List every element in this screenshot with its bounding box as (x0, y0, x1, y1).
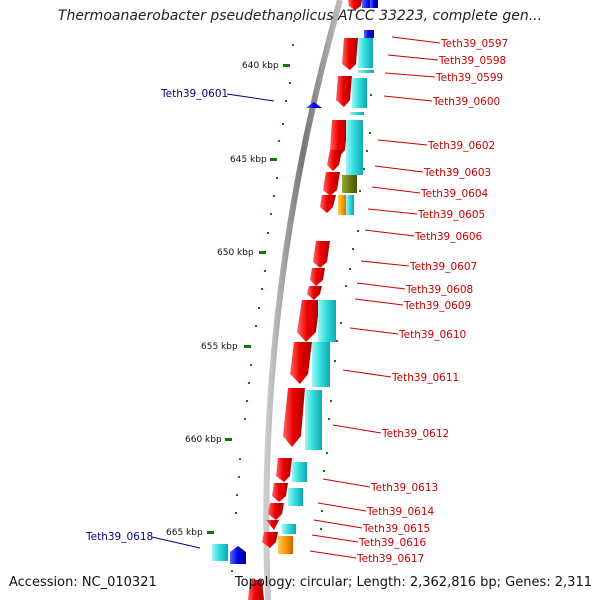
gene-label[interactable]: Teth39_0599 (435, 72, 503, 84)
gene-label[interactable]: Teth39_0604 (420, 188, 489, 200)
backbone (263, 0, 343, 600)
feature-0597[interactable] (348, 0, 362, 10)
feature-0604[interactable] (323, 172, 340, 196)
gene-label[interactable]: Teth39_0606 (414, 231, 483, 243)
band-0605 (338, 195, 347, 215)
feature-0614[interactable] (272, 483, 288, 502)
feature-0598[interactable] (342, 38, 358, 70)
tick-mark-655 (244, 345, 251, 348)
forward-strand-features (230, 0, 378, 564)
gene-label[interactable]: Teth39_0615 (362, 523, 430, 535)
tick-label-665: 665 kbp (166, 528, 203, 538)
feature-0612[interactable] (283, 388, 305, 447)
feature-0611[interactable] (290, 342, 312, 384)
feature-0615[interactable] (266, 520, 279, 530)
feature-0609[interactable] (307, 286, 322, 300)
gene-label[interactable]: Teth39_0617 (356, 553, 424, 565)
gene-label[interactable]: Teth39_0614 (366, 506, 435, 518)
tick-label-660: 660 kbp (185, 435, 222, 445)
tick-label-650: 650 kbp (217, 248, 254, 258)
tick-mark-645 (270, 158, 277, 161)
band-0602 (346, 120, 363, 175)
gene-label[interactable]: Teth39_0607 (409, 261, 477, 273)
band-0616 (278, 536, 293, 554)
gene-labels: Teth39_0597 Teth39_0598 Teth39_0599 Teth… (85, 38, 508, 565)
band-0605-cyan (346, 195, 354, 215)
tick-mark-640 (283, 64, 290, 67)
thin-features (350, 70, 374, 115)
gene-label[interactable]: Teth39_0611 (391, 372, 459, 384)
gene-label[interactable]: Teth39_0602 (427, 140, 495, 152)
tick-mark-665 (207, 531, 214, 534)
band-0613 (292, 462, 307, 482)
topology-summary: Topology: circular; Length: 2,362,816 bp… (234, 575, 592, 590)
gene-label[interactable]: Teth39_0601 (160, 88, 228, 100)
feature-0610[interactable] (297, 300, 320, 342)
feature-0616[interactable] (262, 532, 278, 548)
map-title: Thermoanaerobacter pseudethanolicus ATCC… (57, 8, 543, 24)
band-0611 (312, 342, 330, 387)
band-0615 (282, 524, 296, 534)
band-0614 (288, 488, 303, 506)
feature-0608[interactable] (310, 268, 325, 286)
accession-text: Accession: NC_010321 (9, 575, 157, 590)
gene-label[interactable]: Teth39_0612 (381, 428, 449, 440)
feature-0600[interactable] (336, 76, 352, 107)
feature-bottom[interactable] (248, 580, 264, 600)
band-0600 (352, 78, 367, 108)
cog-features (212, 0, 376, 561)
feature-0603[interactable] (327, 150, 342, 171)
gene-label[interactable]: Teth39_0605 (417, 209, 485, 221)
gene-label[interactable]: Teth39_0613 (370, 482, 438, 494)
gene-label[interactable]: Teth39_0608 (405, 284, 473, 296)
feature-0618[interactable] (230, 546, 246, 564)
tick-labels: 640 kbp 645 kbp 650 kbp 655 kbp 660 kbp … (166, 61, 279, 538)
gene-label[interactable]: Teth39_0603 (423, 167, 491, 179)
gene-label[interactable]: Teth39_0618 (85, 531, 153, 543)
gene-label[interactable]: Teth39_0597 (440, 38, 508, 50)
feature-0613[interactable] (276, 458, 292, 482)
feature-0601[interactable] (306, 102, 322, 108)
tick-label-640: 640 kbp (242, 61, 279, 71)
tick-dots (231, 20, 374, 572)
band-0612 (305, 390, 322, 450)
band-0618 (212, 544, 228, 561)
gene-label[interactable]: Teth39_0616 (358, 537, 427, 549)
gene-label[interactable]: Teth39_0600 (432, 96, 500, 108)
gene-label[interactable]: Teth39_0598 (438, 55, 506, 67)
tick-label-655: 655 kbp (201, 342, 238, 352)
major-ticks (207, 64, 290, 534)
band-0610 (318, 300, 336, 342)
tick-mark-660 (225, 438, 232, 441)
feature-0602[interactable] (330, 120, 348, 158)
feature-0607[interactable] (313, 241, 330, 268)
feature-0597-blue[interactable] (370, 0, 378, 8)
leader-lines-red (309, 36, 441, 559)
gene-label[interactable]: Teth39_0609 (403, 300, 471, 312)
band-0604 (342, 175, 357, 193)
feature-0605[interactable] (320, 195, 336, 213)
band-0598-blue (364, 30, 374, 38)
tick-label-645: 645 kbp (230, 155, 267, 165)
tick-mark-650 (259, 251, 266, 254)
reverse-strand-features (248, 0, 362, 600)
band-0598 (358, 38, 373, 68)
leader-lines-blue (151, 93, 275, 549)
band-0597 (362, 0, 376, 8)
feature-0614b[interactable] (268, 503, 284, 520)
gene-label[interactable]: Teth39_0610 (398, 329, 466, 341)
